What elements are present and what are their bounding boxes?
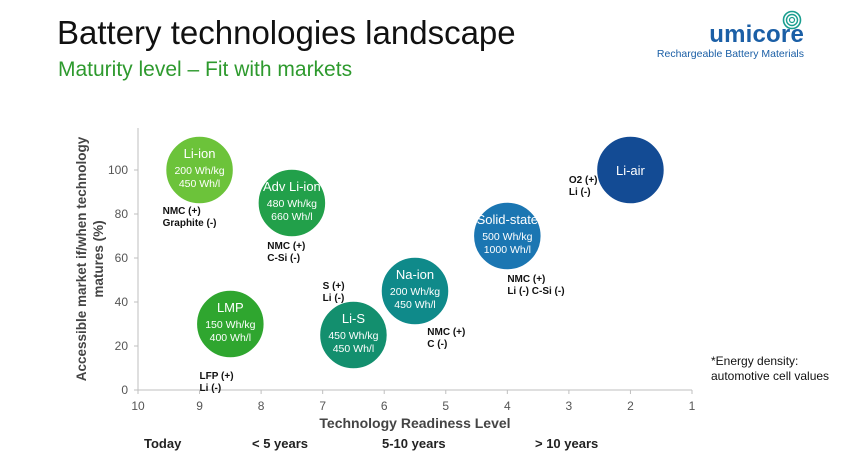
x-tick-label: 1: [689, 399, 696, 413]
timeline-label-today: Today: [144, 436, 182, 451]
annotation-line: NMC (+): [507, 274, 545, 285]
x-tick-label: 10: [131, 399, 145, 413]
bubble-spec: 400 Wh/l: [210, 332, 251, 344]
annotation-line: O2 (+): [569, 175, 598, 186]
bubble-spec: 450 Wh/kg: [328, 330, 378, 342]
timeline-label-5-10: 5-10 years: [382, 436, 446, 451]
x-tick-label: 3: [566, 399, 573, 413]
swirl-logo-icon: [782, 10, 802, 30]
bubble-circle: [380, 256, 450, 326]
bubble-spec: 150 Wh/kg: [205, 319, 255, 331]
bubble-li-air: Li-air: [595, 135, 666, 205]
x-tick-label: 2: [627, 399, 634, 413]
bubble-name: Adv Li-ion: [263, 179, 321, 194]
bubble-circle: [257, 168, 327, 238]
y-tick-label: 0: [121, 383, 128, 397]
x-tick-label: 9: [196, 399, 203, 413]
x-axis-label: Technology Readiness Level: [319, 415, 510, 431]
footnote: *Energy density: automotive cell values: [711, 354, 829, 384]
bubble-spec: 200 Wh/kg: [390, 286, 440, 298]
bubble-spec: 450 Wh/l: [333, 343, 374, 355]
annotation-line: LFP (+): [200, 371, 234, 382]
bubble-circle: [164, 135, 235, 205]
bubble-spec: 500 Wh/kg: [482, 231, 532, 243]
annotation-line: Li (-): [323, 293, 345, 304]
material-annotation: NMC (+)C (-): [427, 327, 465, 350]
x-tick-label: 6: [381, 399, 388, 413]
material-annotation: S (+)Li (-): [323, 281, 345, 304]
bubble-circle: [195, 289, 266, 359]
y-tick-label: 20: [115, 339, 129, 353]
timeline-label-over-10: > 10 years: [535, 436, 599, 451]
logo-tagline: Rechargeable Battery Materials: [656, 48, 804, 60]
y-axis-label: Accessible market if/when technology matu…: [74, 136, 106, 381]
bubble-circle: [318, 300, 389, 370]
bubble-name: Li-ion: [184, 146, 216, 161]
bubble-spec: 450 Wh/l: [179, 178, 220, 190]
bubble-circle: [472, 201, 543, 271]
bubble-spec: 480 Wh/kg: [267, 198, 317, 210]
y-axis-label-line: matures (%): [91, 220, 106, 297]
slide-subtitle: Maturity level – Fit with markets: [58, 58, 353, 81]
footnote-line: *Energy density:: [711, 354, 799, 368]
timeline-label-under-5: < 5 years: [252, 436, 309, 451]
annotation-line: C-Si (-): [267, 253, 300, 264]
bubble-spec: 660 Wh/l: [271, 211, 312, 223]
annotation-line: Li (-) C-Si (-): [507, 286, 564, 297]
material-annotation: NMC (+)Graphite (-): [163, 206, 217, 229]
material-annotation: NMC (+)Li (-) C-Si (-): [507, 274, 564, 297]
annotation-line: C (-): [427, 339, 447, 350]
umicore-logo: umicore Rechargeable Battery Materials: [657, 10, 818, 62]
annotation-line: NMC (+): [267, 241, 305, 252]
bubble-circle: [595, 135, 666, 205]
annotation-line: S (+): [323, 281, 345, 292]
logo-wordmark: umicore: [709, 21, 804, 48]
bubble-spec: 1000 Wh/l: [484, 244, 531, 256]
bubble-name: Li-air: [616, 163, 646, 178]
bubble-name: Na-ion: [396, 267, 434, 282]
material-annotation: LFP (+)Li (-): [200, 371, 234, 394]
y-tick-label: 60: [115, 251, 129, 265]
annotation-line: NMC (+): [427, 327, 465, 338]
x-tick-label: 8: [258, 399, 265, 413]
material-annotation: O2 (+)Li (-): [569, 175, 598, 198]
x-tick-label: 5: [442, 399, 449, 413]
bubble-name: LMP: [217, 300, 244, 315]
bubble-spec: 200 Wh/kg: [174, 165, 224, 177]
y-tick-label: 40: [115, 295, 129, 309]
annotation-line: NMC (+): [163, 206, 201, 217]
y-axis-label-line: Accessible market if/when technology: [74, 136, 89, 381]
footnote-line: automotive cell values: [711, 369, 830, 383]
material-annotation: NMC (+)C-Si (-): [267, 241, 305, 264]
bubble-name: Li-S: [342, 311, 365, 326]
y-tick-label: 100: [108, 163, 128, 177]
annotation-line: Li (-): [200, 383, 222, 394]
y-tick-label: 80: [115, 207, 129, 221]
slide-title: Battery technologies landscape: [57, 14, 516, 51]
annotation-line: Li (-): [569, 187, 591, 198]
x-tick-label: 4: [504, 399, 511, 413]
bubble-spec: 450 Wh/l: [394, 299, 435, 311]
x-tick-label: 7: [319, 399, 326, 413]
bubble-name: Solid-state: [477, 212, 538, 227]
annotation-line: Graphite (-): [163, 218, 217, 229]
